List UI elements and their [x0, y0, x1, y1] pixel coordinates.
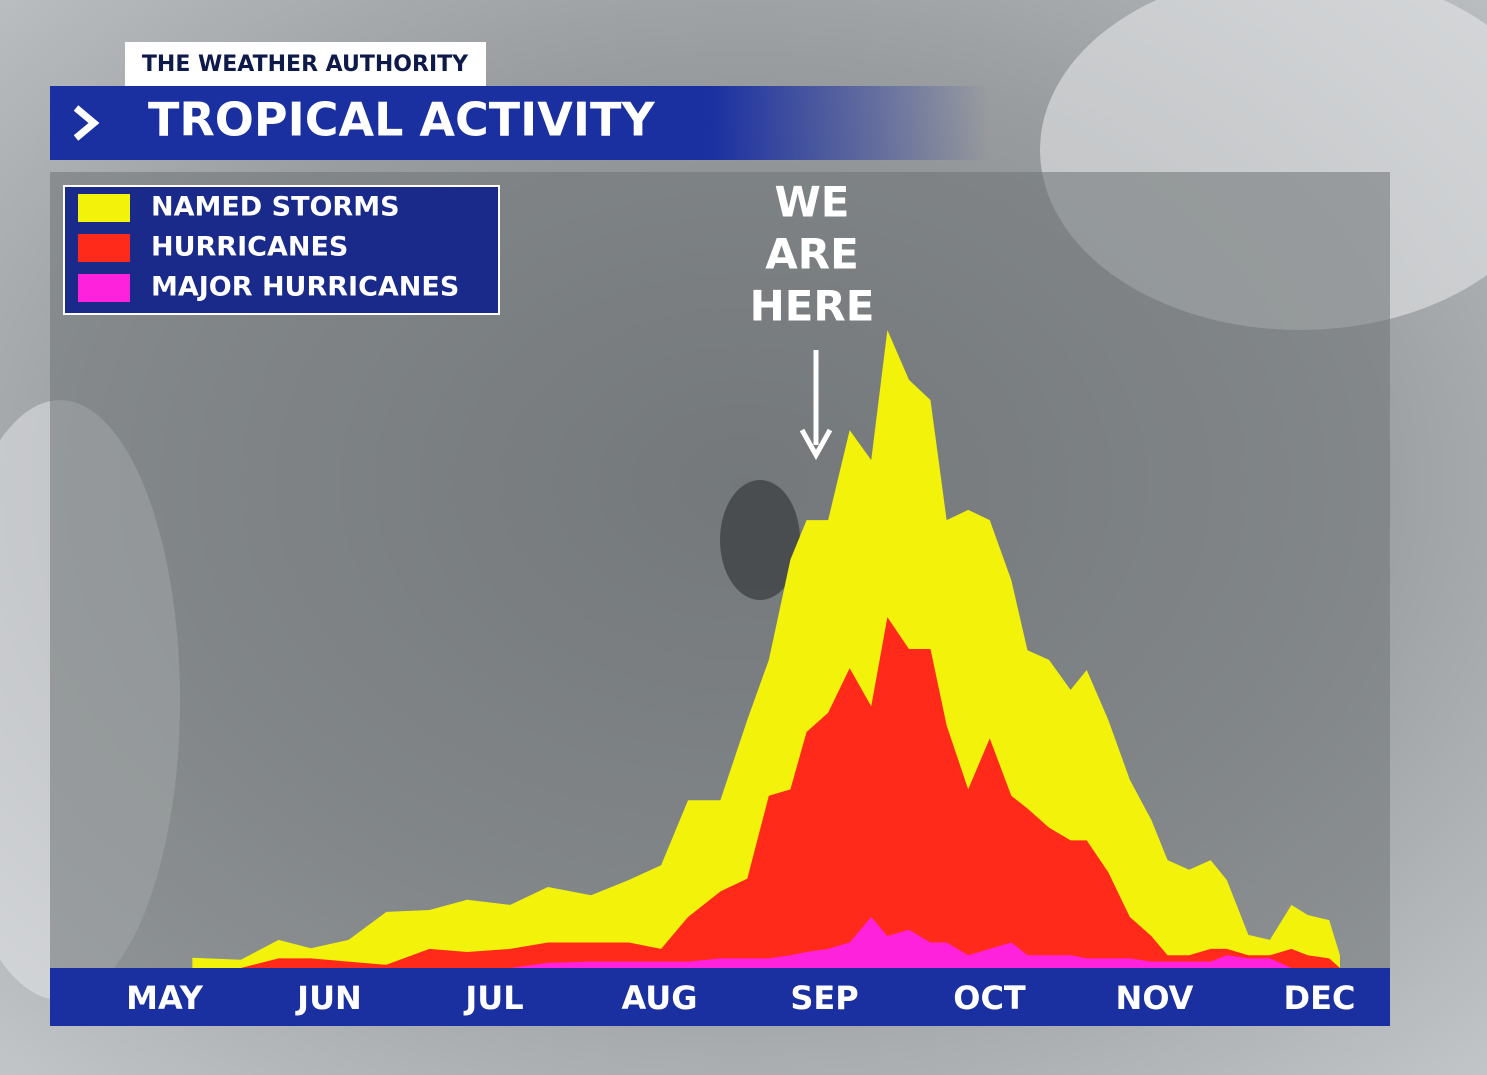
x-tick-label: JUN	[295, 979, 362, 1017]
x-tick-label: SEP	[790, 979, 858, 1017]
x-tick-label: DEC	[1284, 979, 1356, 1017]
x-labels: MAY JUN JUL AUG SEP OCT NOV DEC	[126, 979, 1355, 1017]
legend-swatch	[78, 274, 130, 302]
x-tick-label: NOV	[1116, 979, 1194, 1017]
legend-label: MAJOR HURRICANES	[151, 272, 459, 303]
legend-label: NAMED STORMS	[151, 192, 400, 223]
legend-label: HURRICANES	[151, 232, 348, 263]
title: TROPICAL ACTIVITY	[148, 93, 655, 147]
x-tick-label: AUG	[621, 979, 697, 1017]
annotation-text: HERE	[750, 282, 875, 331]
eye	[720, 480, 800, 600]
x-tick-label: MAY	[126, 979, 204, 1017]
x-axis-band	[50, 968, 1390, 1026]
areas	[192, 330, 1340, 968]
x-tick-label: JUL	[463, 979, 523, 1017]
annotation-text: ARE	[765, 230, 859, 279]
legend-entries: NAMED STORMS HURRICANES MAJOR HURRICANES	[78, 192, 459, 303]
legend	[63, 185, 500, 315]
area	[192, 617, 1340, 968]
x-tick-label: OCT	[953, 979, 1026, 1017]
chevron	[73, 105, 100, 141]
brand-box	[125, 42, 486, 86]
annotation-text: WE	[774, 178, 849, 227]
legend-swatch	[78, 194, 130, 222]
area	[192, 330, 1340, 968]
annotation-arrow	[799, 350, 833, 461]
title-bar	[50, 86, 990, 160]
area	[192, 916, 1340, 968]
legend-swatch	[78, 234, 130, 262]
brand: THE WEATHER AUTHORITY	[142, 52, 469, 77]
